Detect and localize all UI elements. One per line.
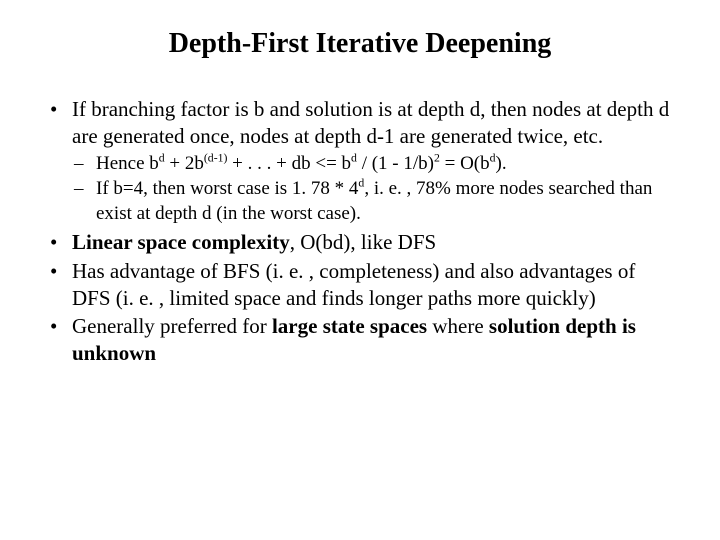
- sub-list-item: If b=4, then worst case is 1. 78 * 4d, i…: [72, 177, 672, 226]
- bullet-list: If branching factor is b and solution is…: [48, 96, 672, 367]
- sub-list: Hence bd + 2b(d-1) + . . . + db <= bd / …: [72, 152, 672, 227]
- list-item: Has advantage of BFS (i. e. , completene…: [48, 258, 672, 312]
- list-item: If branching factor is b and solution is…: [48, 96, 672, 227]
- sub-bullet-text: If b=4, then worst case is 1. 78 * 4d, i…: [96, 178, 652, 224]
- bullet-text: If branching factor is b and solution is…: [72, 97, 669, 148]
- list-item: Linear space complexity, O(bd), like DFS: [48, 229, 672, 256]
- sub-list-item: Hence bd + 2b(d-1) + . . . + db <= bd / …: [72, 152, 672, 177]
- bullet-text: Generally preferred for large state spac…: [72, 314, 636, 365]
- slide-title: Depth-First Iterative Deepening: [48, 28, 672, 60]
- sub-bullet-text: Hence bd + 2b(d-1) + . . . + db <= bd / …: [96, 153, 507, 174]
- bullet-text: Linear space complexity, O(bd), like DFS: [72, 230, 436, 254]
- bullet-text: Has advantage of BFS (i. e. , completene…: [72, 259, 635, 310]
- list-item: Generally preferred for large state spac…: [48, 313, 672, 367]
